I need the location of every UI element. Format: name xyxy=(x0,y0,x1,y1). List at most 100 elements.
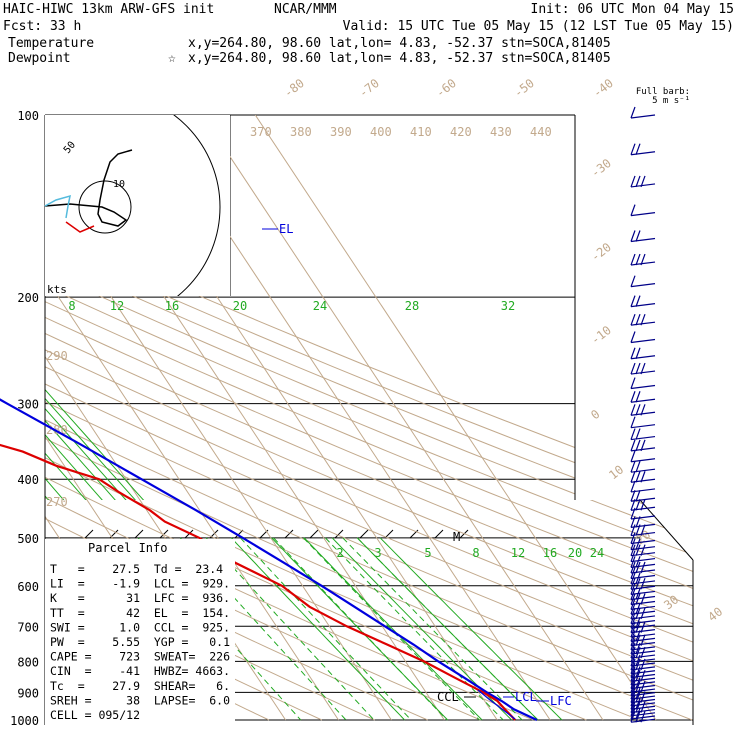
theta-label: 390 xyxy=(330,125,352,139)
wind-barb xyxy=(630,230,656,243)
wind-barb xyxy=(630,625,656,638)
isotherm-label: -60 xyxy=(433,76,459,100)
wind-barb xyxy=(630,377,656,390)
wind-barb xyxy=(630,516,656,528)
isotherm-label: -40 xyxy=(590,76,616,100)
org-label: NCAR/MMM xyxy=(274,2,337,17)
hatch-mark xyxy=(434,529,444,539)
wind-barb xyxy=(630,416,656,429)
wind-barb xyxy=(630,404,656,416)
isotherm-line xyxy=(254,115,511,500)
dry-adiabat xyxy=(45,500,693,721)
hatch-mark xyxy=(384,529,394,539)
wind-barbs xyxy=(630,106,656,723)
pressure-label-800: 800 xyxy=(17,655,39,669)
mixing-label-upper: 16 xyxy=(165,299,179,313)
dry-adiabat xyxy=(45,316,468,500)
pressure-label-400: 400 xyxy=(17,473,39,487)
moist-adiabat xyxy=(303,537,483,721)
theta-label: 430 xyxy=(490,125,512,139)
hodograph-ring-outer xyxy=(173,115,221,296)
wind-barb xyxy=(630,275,656,288)
parcel-info-box: Parcel Info T = 27.5 Td = 23.4LI = -1.9 … xyxy=(45,539,235,725)
hodograph-trace-upper xyxy=(44,194,71,219)
parcel-row: T = 27.5 Td = 23.4 xyxy=(50,562,223,576)
dry-adiabat xyxy=(45,241,575,464)
forecast-hour: Fcst: 33 h xyxy=(3,19,81,34)
barb-legend-unit: 5 m s⁻¹ xyxy=(652,96,690,106)
isotherm-label: -10 xyxy=(588,323,614,347)
mixing-label-lower: 24 xyxy=(590,546,604,560)
mixing-label-lower: 12 xyxy=(511,546,525,560)
wind-barb xyxy=(630,460,656,473)
parcel-row: CELL = 095/12 xyxy=(50,708,140,722)
parcel-row: CIN = -41 HWBZ= 4663. xyxy=(50,664,230,678)
el-label: EL xyxy=(279,222,293,236)
wind-barb xyxy=(630,428,656,441)
temperature-legend: Temperature xyxy=(8,36,94,51)
theta-label: 380 xyxy=(290,125,312,139)
mixing-ratio-line xyxy=(342,537,523,721)
isotherm-line xyxy=(45,275,194,500)
hatch-mark xyxy=(84,529,94,539)
isotherm-label: -70 xyxy=(356,76,382,100)
dry-adiabat xyxy=(45,500,693,721)
pressure-label-500: 500 xyxy=(17,532,39,546)
theta-label: 420 xyxy=(450,125,472,139)
wind-barb xyxy=(630,662,656,675)
pressure-label-100: 100 xyxy=(17,109,39,123)
lcl-label: LCL xyxy=(515,690,537,704)
wind-barb xyxy=(630,704,656,717)
dry-adiabat xyxy=(45,500,693,721)
hodograph-background xyxy=(45,115,230,296)
hodograph-trace xyxy=(44,149,133,227)
mixing-ratio-line xyxy=(303,537,480,721)
init-time: Init: 06 UTC Mon 04 May 15 xyxy=(531,2,735,17)
parcel-row: CAPE = 723 SWEAT= 226 xyxy=(50,650,230,664)
valid-time: Valid: 15 UTC Tue 05 May 15 (12 LST Tue … xyxy=(343,19,734,34)
m-label: M xyxy=(453,530,460,544)
theta-label-left: 270 xyxy=(46,495,68,509)
mixing-label-upper: 28 xyxy=(405,299,419,313)
wind-barb xyxy=(630,532,656,545)
isotherm-label: 40 xyxy=(705,604,725,624)
dewpoint-profile xyxy=(0,443,516,721)
dry-adiabat xyxy=(45,255,575,479)
wind-barb xyxy=(630,650,656,663)
mixing-label-upper: 24 xyxy=(313,299,327,313)
isotherm-label: 0 xyxy=(588,407,602,422)
dry-adiabat xyxy=(45,500,693,721)
moist-adiabat xyxy=(230,537,406,721)
mixing-label-lower: 8 xyxy=(472,546,479,560)
wind-barb xyxy=(630,673,656,686)
isotherm-label: -50 xyxy=(511,76,537,100)
hatch-mark xyxy=(334,529,344,539)
mixing-ratio-labels: 8 12 16 20 24 28 32 2 3 5 8 12 16 20 24 xyxy=(68,299,604,560)
isotherm-label: -80 xyxy=(281,76,307,100)
wind-barb xyxy=(630,561,656,574)
mixing-ratio-line xyxy=(205,537,375,721)
wind-barb xyxy=(630,634,656,647)
isotherm-line xyxy=(96,500,498,721)
hodograph-trace-lower xyxy=(65,221,95,233)
mixing-label-upper: 12 xyxy=(110,299,124,313)
dry-adiabat xyxy=(45,500,640,721)
pressure-label-600: 600 xyxy=(17,580,39,594)
isotherm-line xyxy=(149,500,551,721)
temperature-profile xyxy=(0,398,538,721)
pressure-label-1000: 1000 xyxy=(10,714,39,728)
mixing-label-lower: 20 xyxy=(568,546,582,560)
isotherm-line xyxy=(45,500,445,721)
isotherm-line xyxy=(45,500,339,721)
dewpoint-location: x,y=264.80, 98.60 lat,lon= 4.83, -52.37 … xyxy=(188,51,611,66)
mixing-label-lower: 16 xyxy=(543,546,557,560)
wind-barb xyxy=(630,253,656,266)
hatch-mark xyxy=(309,529,319,539)
barb-legend: Full barb: xyxy=(636,87,690,97)
isotherm-line xyxy=(201,115,458,500)
parcel-row: PW = 5.55 YGP = 0.1 xyxy=(50,635,230,649)
wind-barb xyxy=(630,670,656,682)
dry-adiabat xyxy=(45,349,385,500)
dry-adiabat xyxy=(45,332,426,500)
